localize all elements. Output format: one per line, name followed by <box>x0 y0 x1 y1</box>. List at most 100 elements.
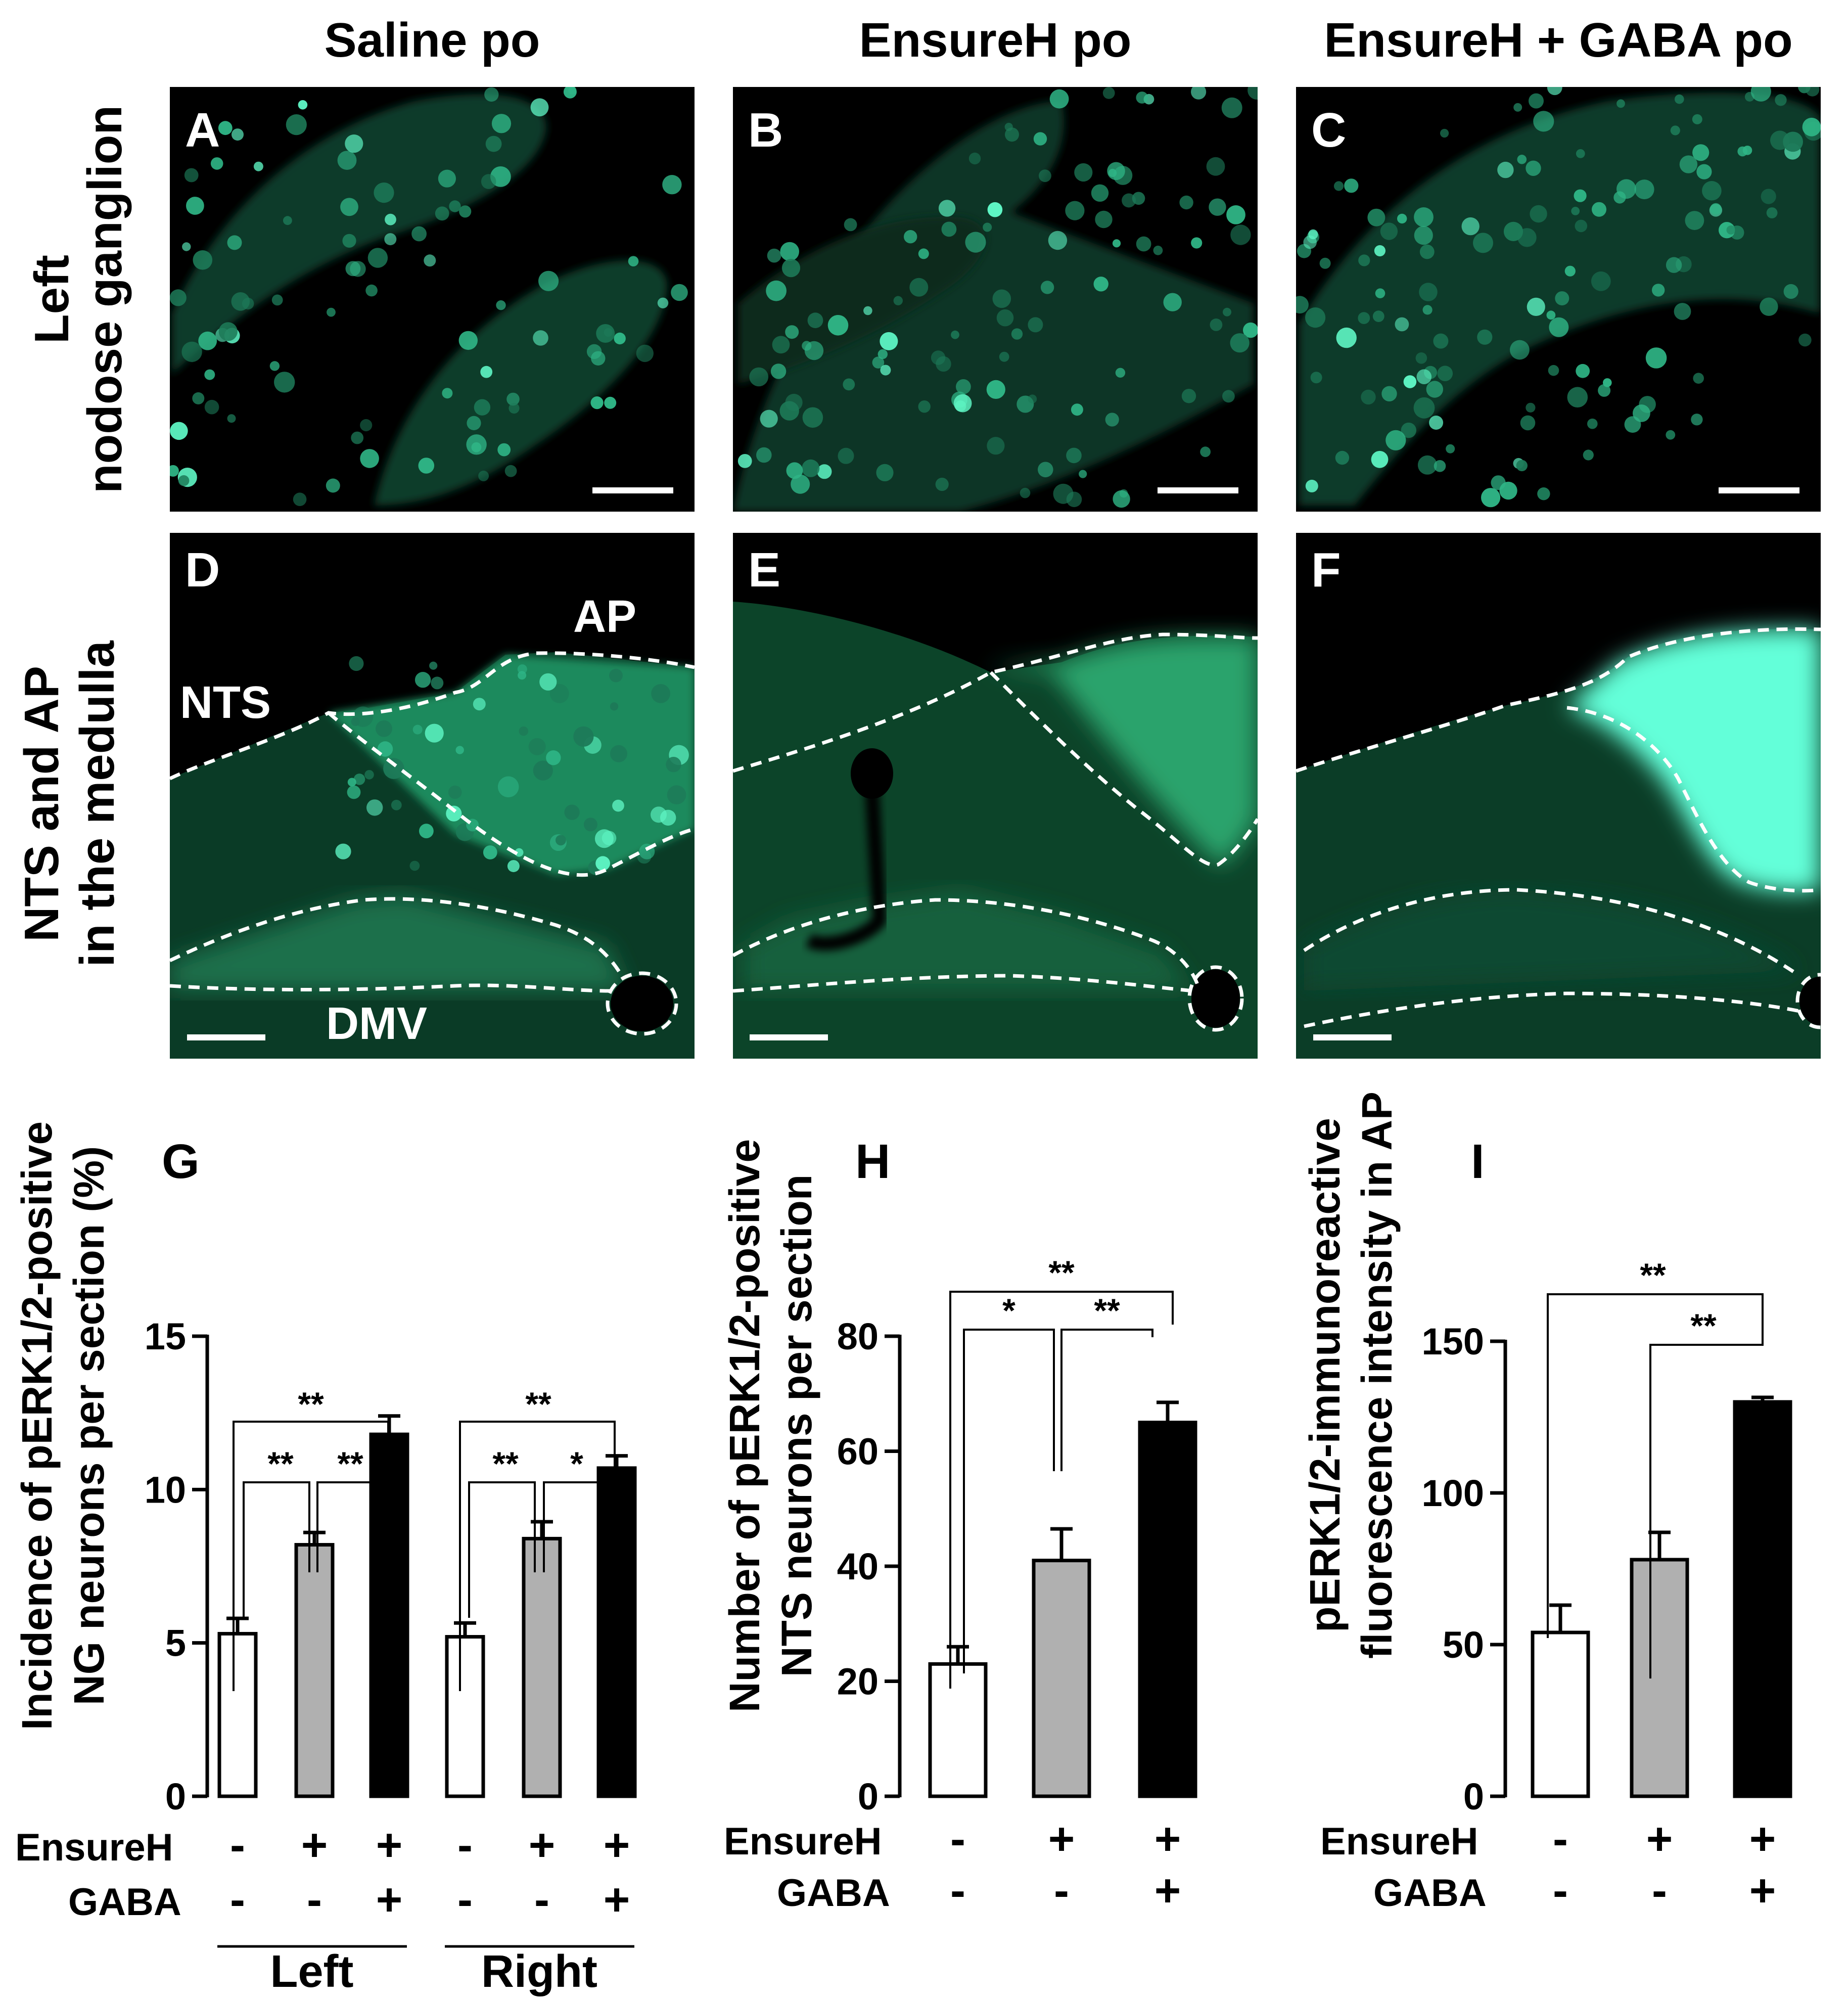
panel-letter-b: B <box>748 103 783 157</box>
gaba-sign-h-0: - <box>950 1866 965 1916</box>
bar-i-0 <box>1531 1630 1590 1798</box>
column-title-ensureh-gaba: EnsureH + GABA po <box>1324 13 1792 67</box>
y-tick-label-h-60: 60 <box>837 1431 879 1473</box>
sig-h-inner2: ** <box>1094 1292 1120 1329</box>
ensureh-sign-g-2: + <box>376 1820 403 1871</box>
gaba-sign-g-0: - <box>230 1875 245 1925</box>
bar-chart-h: H Number of pERK1/2-positive NTS neurons… <box>721 1134 1197 1916</box>
column-title-ensureh: EnsureH po <box>859 13 1132 67</box>
sig-g-left-inner1: ** <box>267 1445 294 1482</box>
ensureh-sign-g-5: + <box>604 1820 630 1871</box>
ensureh-sign-h-0: - <box>950 1814 965 1865</box>
graph-letter-g: G <box>162 1134 200 1189</box>
gaba-sign-g-3: - <box>457 1875 473 1925</box>
gaba-sign-i-0: - <box>1553 1866 1568 1916</box>
sig-i-inner: ** <box>1690 1307 1717 1344</box>
sig-i-top: ** <box>1640 1256 1666 1294</box>
bar-g-left-1 <box>294 1543 335 1798</box>
sig-h-inner1: * <box>1002 1292 1015 1329</box>
sig-g-left-inner2: ** <box>337 1445 363 1482</box>
micrograph-panel-b <box>733 87 1258 512</box>
y-tick-label-g-10: 10 <box>145 1469 186 1511</box>
row-label-ensureh-g: EnsureH <box>15 1826 173 1869</box>
y-tick-label-h-40: 40 <box>837 1546 879 1587</box>
y-tick-label-i-50: 50 <box>1443 1624 1484 1666</box>
y-axis-label-h-line1: Number of pERK1/2-positive <box>721 1139 768 1712</box>
ensureh-sign-h-2: + <box>1154 1814 1181 1865</box>
ensureh-sign-h-1: + <box>1048 1814 1075 1865</box>
y-tick-label-i-0: 0 <box>1463 1776 1484 1818</box>
y-tick-label-g-15: 15 <box>145 1315 186 1357</box>
region-label-nts-d: NTS <box>180 677 271 728</box>
micrograph-panel-c <box>1296 87 1821 512</box>
bar-g-left-2 <box>369 1432 409 1798</box>
y-tick-label-h-80: 80 <box>837 1315 879 1357</box>
row-title-nodose-line1: Left <box>25 255 79 344</box>
bar-chart-g: G Incidence of pERK1/2-positive NG neuro… <box>13 1121 637 1997</box>
row-label-gaba-i: GABA <box>1373 1872 1487 1915</box>
row-title-medulla-line1: NTS and AP <box>15 666 69 942</box>
bar-i-1 <box>1630 1558 1689 1798</box>
bar-i-2 <box>1733 1400 1792 1798</box>
gaba-sign-i-1: - <box>1652 1866 1667 1916</box>
row-title-nodose-line2: nodose ganglion <box>78 105 132 493</box>
row-label-gaba-g: GABA <box>68 1881 181 1924</box>
y-tick-label-i-100: 100 <box>1422 1472 1484 1514</box>
ensureh-sign-g-3: - <box>457 1820 473 1871</box>
region-label-dmv-d: DMV <box>326 998 427 1049</box>
micrograph-panel-a <box>170 87 695 512</box>
row-title-medulla-line2: in the medulla <box>70 641 124 967</box>
bar-h-1 <box>1032 1559 1091 1798</box>
y-axis-label-h-line2: NTS neurons per section <box>773 1174 820 1677</box>
row-label-gaba-h: GABA <box>777 1872 890 1915</box>
micrograph-panel-f <box>1296 533 1821 1059</box>
y-axis-label-i-line1: pERK1/2-immunoreactive <box>1301 1118 1349 1632</box>
y-tick-label-h-20: 20 <box>837 1661 879 1703</box>
bar-g-right-2 <box>596 1466 637 1798</box>
row-label-ensureh-h: EnsureH <box>724 1820 882 1863</box>
graph-letter-i: I <box>1471 1134 1485 1189</box>
gaba-sign-g-4: - <box>534 1875 549 1925</box>
y-axis-label-i-line2: fluorescence intensity in AP <box>1353 1092 1401 1659</box>
gaba-sign-h-2: + <box>1154 1866 1181 1916</box>
group-label-left: Left <box>270 1946 354 1997</box>
ensureh-sign-i-0: - <box>1553 1814 1568 1865</box>
gaba-sign-g-5: + <box>604 1875 630 1925</box>
ensureh-sign-g-1: + <box>301 1820 328 1871</box>
panel-letter-c: C <box>1311 103 1346 157</box>
ensureh-sign-i-2: + <box>1749 1814 1776 1865</box>
ensureh-sign-i-1: + <box>1646 1814 1673 1865</box>
y-tick-label-g-5: 5 <box>165 1622 186 1664</box>
y-axis-label-g-line1: Incidence of pERK1/2-positive <box>13 1121 61 1730</box>
y-axis-label-g-line2: NG neurons per section (%) <box>65 1146 113 1705</box>
row-label-ensureh-i: EnsureH <box>1320 1820 1479 1863</box>
sig-g-right-inner1: ** <box>492 1445 519 1482</box>
y-tick-label-i-150: 150 <box>1422 1321 1484 1362</box>
panel-letter-a: A <box>185 103 220 157</box>
group-label-right: Right <box>481 1946 597 1997</box>
bar-g-left-0 <box>217 1631 258 1798</box>
graph-letter-h: H <box>855 1134 890 1189</box>
sig-h-top: ** <box>1048 1254 1075 1291</box>
y-tick-label-h-0: 0 <box>858 1776 879 1818</box>
panel-letter-e: E <box>748 543 780 597</box>
ensureh-sign-g-0: - <box>230 1820 245 1871</box>
bar-g-right-0 <box>445 1635 485 1798</box>
gaba-sign-g-1: - <box>307 1875 322 1925</box>
panel-letter-f: F <box>1311 543 1341 597</box>
column-title-saline: Saline po <box>325 13 540 67</box>
bar-h-2 <box>1138 1421 1197 1798</box>
panel-letter-d: D <box>185 543 220 597</box>
bar-chart-i: I pERK1/2-immunoreactive fluorescence in… <box>1301 1092 1792 1916</box>
ensureh-sign-g-4: + <box>529 1820 556 1871</box>
micrograph-panel-e <box>733 533 1258 1059</box>
gaba-sign-h-1: - <box>1054 1866 1069 1916</box>
gaba-sign-g-2: + <box>376 1875 403 1925</box>
bar-h-0 <box>928 1662 988 1798</box>
bar-g-right-1 <box>522 1536 562 1798</box>
gaba-sign-i-2: + <box>1749 1866 1776 1916</box>
sig-g-right-top: ** <box>525 1385 551 1423</box>
y-tick-label-g-0: 0 <box>165 1776 186 1818</box>
sig-g-left-top: ** <box>298 1385 324 1423</box>
